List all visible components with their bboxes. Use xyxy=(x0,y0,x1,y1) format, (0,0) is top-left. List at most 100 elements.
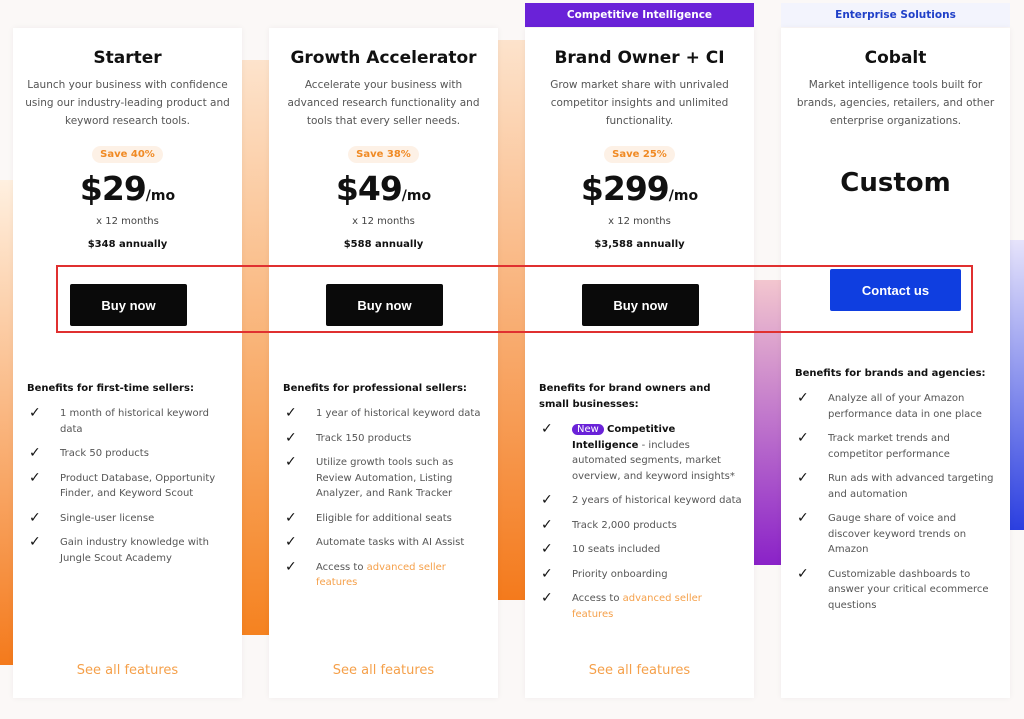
list-item: ✓ Track 150 products xyxy=(283,429,488,447)
plan-title: Brand Owner + CI xyxy=(554,48,725,68)
benefits-heading: Benefits for first-time sellers: xyxy=(27,383,194,394)
save-badge: Save 25% xyxy=(604,146,675,163)
benefits-list: Benefits for professional sellers: ✓ 1 ye… xyxy=(283,381,488,591)
price-period: /mo xyxy=(401,188,432,204)
check-icon: ✓ xyxy=(29,445,41,461)
benefits-heading: Benefits for brand owners and small busi… xyxy=(539,383,711,410)
benefit-text: 1 year of historical keyword data xyxy=(316,408,481,419)
check-icon: ✓ xyxy=(285,509,297,526)
plan-title: Cobalt xyxy=(864,48,927,68)
see-all-features-link[interactable]: See all features xyxy=(588,663,691,678)
save-badge: Save 38% xyxy=(348,146,419,163)
list-item: ✓ Eligible for additional seats xyxy=(283,509,488,527)
benefit-text: 1 month of historical keyword data xyxy=(60,408,209,435)
plan-description: Grow market share with unrivaled competi… xyxy=(550,79,729,127)
benefit-text: Track 50 products xyxy=(60,448,149,459)
competitive-intelligence-banner: Competitive Intelligence xyxy=(525,3,754,27)
benefits-heading: Benefits for professional sellers: xyxy=(283,383,467,394)
buy-now-button[interactable]: Buy now xyxy=(326,284,443,326)
plan-title: Growth Accelerator xyxy=(290,48,477,68)
billing-months: x 12 months xyxy=(96,216,159,227)
check-icon: ✓ xyxy=(29,534,41,550)
price-period: /mo xyxy=(145,188,176,204)
benefit-text: Track 150 products xyxy=(316,432,412,444)
price-amount: $29 xyxy=(79,169,147,208)
plan-price: $49/mo xyxy=(269,169,498,208)
check-icon: ✓ xyxy=(541,421,553,437)
plan-description: Market intelligence tools built for bran… xyxy=(796,79,995,127)
plan-description: Launch your business with confidence usi… xyxy=(25,79,230,127)
list-item: ✓ Analyze all of your Amazon performance … xyxy=(795,390,1000,422)
check-icon: ✓ xyxy=(541,492,553,508)
list-item: ✓ Access to advanced seller features xyxy=(539,590,744,622)
benefit-text: Priority onboarding xyxy=(572,568,668,580)
advanced-seller-features-link[interactable]: advanced seller features xyxy=(572,593,702,620)
bg-stripe xyxy=(1010,240,1024,530)
check-icon: ✓ xyxy=(285,558,297,575)
annual-price: $588 annually xyxy=(343,239,424,250)
benefit-text: Automate tasks with AI Assist xyxy=(316,537,465,548)
check-icon: ✓ xyxy=(285,534,297,550)
benefits-list: Benefits for first-time sellers: ✓ 1 mont… xyxy=(27,381,232,566)
save-badge: Save 40% xyxy=(92,146,163,163)
benefit-text: Single-user license xyxy=(60,512,155,524)
list-item: ✓ Customizable dashboards to answer your … xyxy=(795,565,1000,614)
list-item: ✓ Automate tasks with AI Assist xyxy=(283,534,488,551)
price-period: /mo xyxy=(668,188,699,204)
benefit-text: 2 years of historical keyword data xyxy=(572,495,742,506)
benefit-text: Gain industry knowledge with Jungle Scou… xyxy=(60,537,209,564)
access-prefix: Access to xyxy=(316,561,367,573)
benefit-text: Track 2,000 products xyxy=(572,519,677,531)
plan-price: $299/mo xyxy=(525,169,754,208)
benefit-text: Track market trends and competitor perfo… xyxy=(828,433,950,460)
check-icon: ✓ xyxy=(29,469,41,486)
check-icon: ✓ xyxy=(541,565,553,582)
list-item: ✓ Track 50 products xyxy=(27,445,232,462)
billing-months: x 12 months xyxy=(608,216,671,227)
bg-stripe xyxy=(498,40,526,600)
buy-now-button[interactable]: Buy now xyxy=(582,284,699,326)
price-amount: $49 xyxy=(335,169,403,208)
buy-now-button[interactable]: Buy now xyxy=(70,284,187,326)
benefit-text: Customizable dashboards to answer your c… xyxy=(828,568,989,611)
benefit-text: New Competitive Intelligence - includes … xyxy=(572,422,744,484)
check-icon: ✓ xyxy=(797,565,809,582)
list-item: ✓ Gauge share of voice and discover keywo… xyxy=(795,510,1000,558)
contact-us-button[interactable]: Contact us xyxy=(830,269,961,311)
highlight-box xyxy=(56,265,973,333)
check-icon: ✓ xyxy=(285,429,297,446)
list-item: ✓ 2 years of historical keyword data xyxy=(539,492,744,509)
ci-description: - includes automated segments, market ov… xyxy=(572,439,735,482)
plan-card-cobalt: Cobalt Market intelligence tools built f… xyxy=(781,28,1010,698)
list-item: ✓ 1 month of historical keyword data xyxy=(27,405,232,437)
check-icon: ✓ xyxy=(797,510,809,526)
benefit-text: Gauge share of voice and discover keywor… xyxy=(828,513,967,555)
list-item: ✓ Access to advanced seller features xyxy=(283,558,488,591)
benefit-text: Access to advanced seller features xyxy=(572,591,744,622)
list-item: ✓ 1 year of historical keyword data xyxy=(283,405,488,422)
check-icon: ✓ xyxy=(29,405,41,421)
price-amount: $299 xyxy=(580,169,670,208)
plan-description: Accelerate your business with advanced r… xyxy=(287,79,480,127)
benefits-heading: Benefits for brands and agencies: xyxy=(795,368,986,379)
access-prefix: Access to xyxy=(572,593,623,604)
list-item: ✓ Product Database, Opportunity Finder, a… xyxy=(27,469,232,502)
benefit-text: Product Database, Opportunity Finder, an… xyxy=(60,472,216,500)
check-icon: ✓ xyxy=(797,430,809,446)
benefit-text: Analyze all of your Amazon performance d… xyxy=(828,393,982,420)
benefit-text: Eligible for additional seats xyxy=(316,512,452,524)
list-item: ✓ Track market trends and competitor perf… xyxy=(795,430,1000,462)
check-icon: ✓ xyxy=(285,454,297,470)
plan-title: Starter xyxy=(93,48,162,68)
benefit-text: Utilize growth tools such as Review Auto… xyxy=(316,457,454,499)
benefits-list: Benefits for brands and agencies: ✓ Analy… xyxy=(795,366,1000,613)
check-icon: ✓ xyxy=(797,470,809,486)
see-all-features-link[interactable]: See all features xyxy=(76,663,179,678)
advanced-seller-features-link[interactable]: advanced seller features xyxy=(316,561,446,589)
check-icon: ✓ xyxy=(541,516,553,533)
list-item: ✓ Run ads with advanced targeting and aut… xyxy=(795,470,1000,502)
list-item: ✓ Track 2,000 products xyxy=(539,516,744,534)
enterprise-solutions-banner: Enterprise Solutions xyxy=(781,3,1010,27)
see-all-features-link[interactable]: See all features xyxy=(332,663,435,678)
plan-card-growth-accelerator: Growth Accelerator Accelerate your busin… xyxy=(269,28,498,698)
